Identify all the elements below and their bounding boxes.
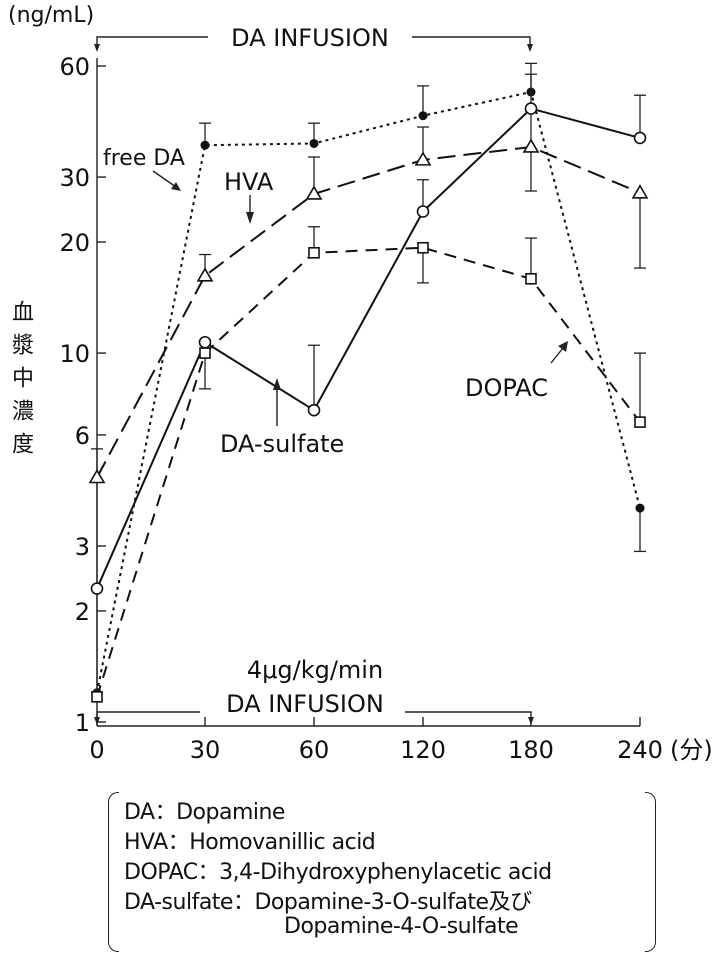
x-unit-label: (分) bbox=[670, 736, 713, 764]
data-point bbox=[414, 151, 432, 166]
arrow-hva bbox=[246, 195, 254, 224]
data-point bbox=[305, 185, 323, 200]
series-hva bbox=[88, 62, 649, 694]
legend-item: Dopamine-4-O-sulfate bbox=[284, 914, 519, 939]
data-point bbox=[634, 416, 646, 428]
series-line bbox=[96, 107, 641, 589]
data-point bbox=[307, 403, 321, 417]
arrow-da-sulfate bbox=[273, 378, 281, 426]
y-axis-title: 血漿中濃度 bbox=[8, 300, 33, 465]
data-point bbox=[522, 138, 540, 153]
series-line bbox=[96, 145, 641, 478]
data-point bbox=[91, 691, 103, 703]
x-tick-label: 30 bbox=[190, 736, 221, 764]
y-tick-label: 10 bbox=[59, 340, 90, 368]
x-tick-label: 0 bbox=[89, 736, 104, 764]
data-point bbox=[635, 503, 645, 513]
data-point bbox=[199, 347, 211, 359]
legend-item: DA-sulfate：Dopamine-3-O-sulfate及び bbox=[124, 890, 532, 915]
label-free-da: free DA bbox=[103, 146, 185, 171]
data-point bbox=[200, 140, 210, 150]
arrow-free-da bbox=[152, 170, 181, 191]
arrow-dopac bbox=[550, 341, 568, 364]
top-infusion-bracket bbox=[94, 36, 533, 52]
data-point bbox=[524, 102, 538, 115]
data-point bbox=[308, 246, 320, 259]
legend-item: HVA：Homovanillic acid bbox=[124, 830, 376, 855]
label-da-sulfate: DA-sulfate bbox=[220, 430, 344, 458]
data-point bbox=[198, 335, 212, 349]
series-line bbox=[96, 246, 641, 698]
legend-left-bracket bbox=[108, 792, 119, 952]
y-tick-label: 3 bbox=[75, 533, 90, 561]
y-tick-label: 1 bbox=[75, 709, 90, 737]
label-dopac: DOPAC bbox=[465, 374, 548, 402]
data-point bbox=[418, 111, 428, 121]
y-tick-label: 30 bbox=[59, 164, 90, 192]
data-point bbox=[416, 205, 430, 218]
data-point bbox=[196, 267, 214, 282]
bottom-infusion-label: DA INFUSION bbox=[226, 690, 384, 718]
bottom-rate-label: 4μg/kg/min bbox=[247, 656, 383, 684]
label-hva: HVA bbox=[224, 168, 274, 196]
series-dopac bbox=[91, 226, 646, 703]
bottom-infusion-bracket bbox=[94, 711, 534, 725]
series-line bbox=[96, 90, 641, 693]
top-infusion-label: DA INFUSION bbox=[231, 24, 389, 52]
data-point bbox=[90, 582, 104, 595]
data-point bbox=[525, 272, 537, 285]
y-tick-label: 6 bbox=[75, 422, 90, 450]
data-point bbox=[309, 138, 319, 148]
x-tick-label: 120 bbox=[400, 736, 446, 764]
legend-item: DOPAC：3,4-Dihydroxyphenylacetic acid bbox=[124, 860, 552, 885]
legend-box: DA：Dopamine HVA：Homovanillic acid DOPAC：… bbox=[108, 792, 656, 952]
y-tick-label: 20 bbox=[59, 229, 90, 257]
data-point bbox=[633, 131, 647, 145]
series-da-sulfate bbox=[90, 94, 647, 595]
data-point bbox=[417, 241, 429, 254]
data-point bbox=[631, 184, 649, 199]
x-tick-label: 240 bbox=[617, 736, 663, 764]
y-tick-label: 60 bbox=[59, 53, 90, 81]
y-unit-label: (ng/mL) bbox=[8, 3, 94, 28]
x-tick-label: 180 bbox=[508, 736, 554, 764]
data-point bbox=[88, 468, 106, 484]
x-tick-label: 60 bbox=[299, 736, 330, 764]
legend-right-bracket bbox=[645, 792, 656, 952]
legend-item: DA：Dopamine bbox=[124, 800, 285, 825]
y-tick-label: 2 bbox=[75, 598, 90, 626]
